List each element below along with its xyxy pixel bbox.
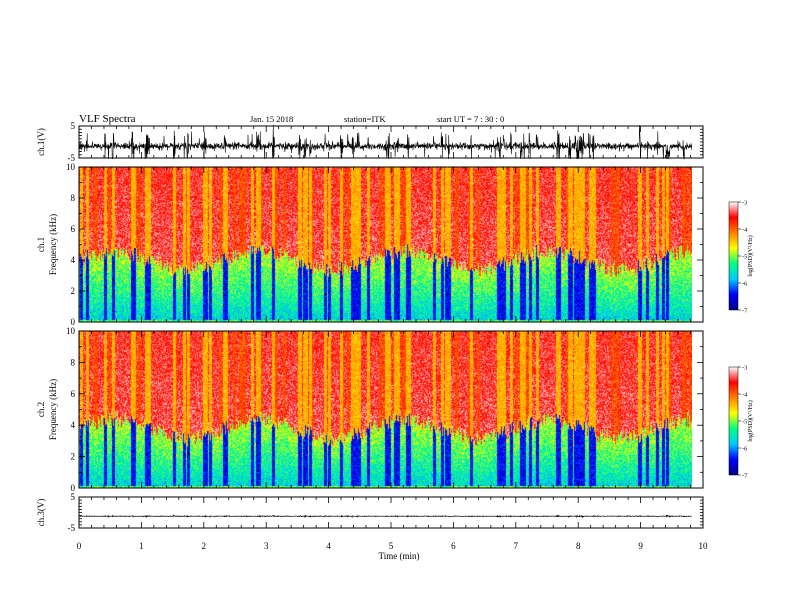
- y-axis-label: ch.3(V): [36, 499, 46, 527]
- colorbar-tick-label: -3: [742, 365, 747, 372]
- x-tick-label: 10: [699, 541, 709, 551]
- y-tick-label: -5: [68, 523, 76, 533]
- date-label: Jan. 15 2018: [250, 114, 293, 124]
- ch1-spectrogram-panel: 0 2 4 6 8 10 ch.1 Frequency (kHz): [36, 162, 704, 327]
- y-tick-label: -5: [68, 153, 76, 163]
- ch2-spectrogram-panel: 0 2 4 6 8 10 ch.2 Frequency (kHz): [36, 326, 704, 493]
- time-axis: 0 1 2 3 4 5 6 7 8 9 10 Time (min): [77, 541, 708, 561]
- y-tick-label: 2: [71, 452, 76, 462]
- x-tick-label: 2: [202, 541, 207, 551]
- y-tick-label: 10: [66, 326, 76, 336]
- y-tick-label: 2: [71, 286, 76, 296]
- start-ut-label: start UT = 7 : 30 : 0: [437, 114, 504, 124]
- y-tick-label: 0: [71, 317, 76, 327]
- x-tick-label: 0: [77, 541, 82, 551]
- colorbar-tick-label: -4: [742, 392, 748, 399]
- colorbar-label: log(PSD)(V²/Hz): [747, 400, 754, 441]
- y-axis-label: Frequency (kHz): [48, 379, 58, 440]
- ch3-waveform-panel: 5 -5 ch.3(V): [36, 492, 704, 533]
- ch1-waveform-trace: [78, 125, 693, 160]
- colorbar-tick-label: -5: [742, 254, 747, 261]
- y-tick-label: 10: [66, 162, 76, 172]
- x-tick-label: 9: [638, 541, 643, 551]
- x-tick-label: 8: [576, 541, 581, 551]
- y-axis-label: ch.1(V): [36, 128, 46, 156]
- colorbar-tick-label: -6: [742, 446, 748, 453]
- station-label: station=ITK: [344, 114, 386, 124]
- figure-title: VLF Spectra: [79, 113, 136, 125]
- channel-label: ch.1: [36, 237, 46, 252]
- y-tick-label: 4: [71, 255, 76, 265]
- x-tick-label: 4: [326, 541, 331, 551]
- ch3-waveform-trace: [78, 514, 692, 519]
- x-axis-label: Time (min): [379, 551, 420, 561]
- colorbar-tick-label: -3: [742, 200, 747, 207]
- ch2-spectrogram-image: [79, 331, 692, 488]
- channel-label: ch.2: [36, 402, 46, 417]
- colorbar-tick-label: -4: [742, 227, 748, 234]
- ch1-waveform-panel: 5 -5 ch.1(V): [36, 121, 704, 163]
- ch1-spectrogram-image: [79, 167, 692, 322]
- y-tick-label: 8: [71, 357, 76, 367]
- x-tick-label: 7: [514, 541, 519, 551]
- x-tick-label: 1: [139, 541, 144, 551]
- colorbar-tick-label: -7: [742, 473, 748, 480]
- colorbar-tick-label: -7: [742, 308, 748, 315]
- x-tick-label: 3: [264, 541, 269, 551]
- ch1-spectrogram-colorbar: [728, 201, 739, 311]
- x-tick-label: 6: [451, 541, 456, 551]
- colorbar-tick-label: -5: [742, 419, 747, 426]
- x-tick-label: 5: [389, 541, 394, 551]
- y-tick-label: 5: [71, 492, 76, 502]
- y-tick-label: 5: [71, 121, 76, 131]
- y-tick-label: 6: [71, 224, 76, 234]
- colorbars: -3 -4 -5 -6 -7 log(PSD)(V²/Hz) -3 -4 -5 -6 -7 log(P…: [728, 200, 754, 480]
- ch2-spectrogram-colorbar: [728, 366, 739, 476]
- y-tick-label: 8: [71, 193, 76, 203]
- y-axis-label: Frequency (kHz): [48, 214, 58, 275]
- y-tick-label: 6: [71, 389, 76, 399]
- y-tick-label: 0: [71, 483, 76, 493]
- colorbar-tick-label: -6: [742, 281, 748, 288]
- colorbar-label: log(PSD)(V²/Hz): [747, 235, 754, 276]
- y-tick-label: 4: [71, 420, 76, 430]
